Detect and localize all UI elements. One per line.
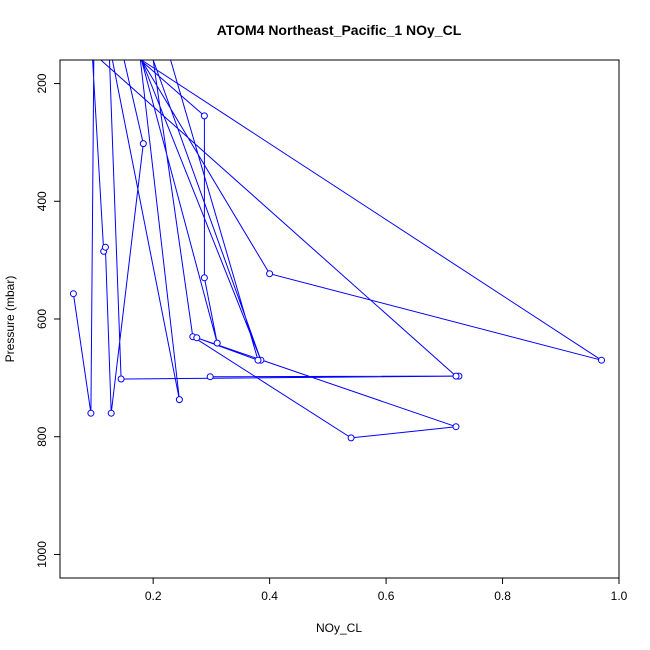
y-axis: 200 400 600 800 1000 [35,73,61,568]
data-point [452,372,460,380]
data-point [107,409,115,417]
x-tick-label: 0.8 [494,589,511,603]
series-line [72,60,602,439]
data-point [452,423,460,431]
data-point [101,243,109,251]
data-point [69,290,77,298]
data-point [200,112,208,120]
data-point [175,396,183,404]
data-point [87,409,95,417]
x-tick-label: 0.6 [378,589,395,603]
plot-area [69,60,605,442]
data-point [266,270,274,278]
data-point [193,334,201,342]
y-tick-label: 200 [35,73,49,93]
y-tick-label: 1000 [35,541,49,568]
y-axis-label: Pressure (mbar) [3,276,17,363]
data-point [254,356,262,364]
data-point [200,274,208,282]
data-point [139,140,147,148]
x-tick-label: 0.4 [261,589,278,603]
x-tick-label: 0.2 [145,589,162,603]
y-tick-label: 400 [35,191,49,211]
data-point [213,339,221,347]
chart-title: ATOM4 Northeast_Pacific_1 NOy_CL [217,22,462,38]
x-tick-label: 1.0 [611,589,628,603]
data-point [598,356,605,364]
x-axis: 0.2 0.4 0.6 0.8 1.0 [145,577,628,603]
data-point [117,375,125,383]
data-point [206,373,214,381]
y-tick-label: 800 [35,426,49,446]
y-tick-label: 600 [35,309,49,329]
x-axis-label: NOy_CL [316,621,362,635]
data-point [347,434,355,442]
